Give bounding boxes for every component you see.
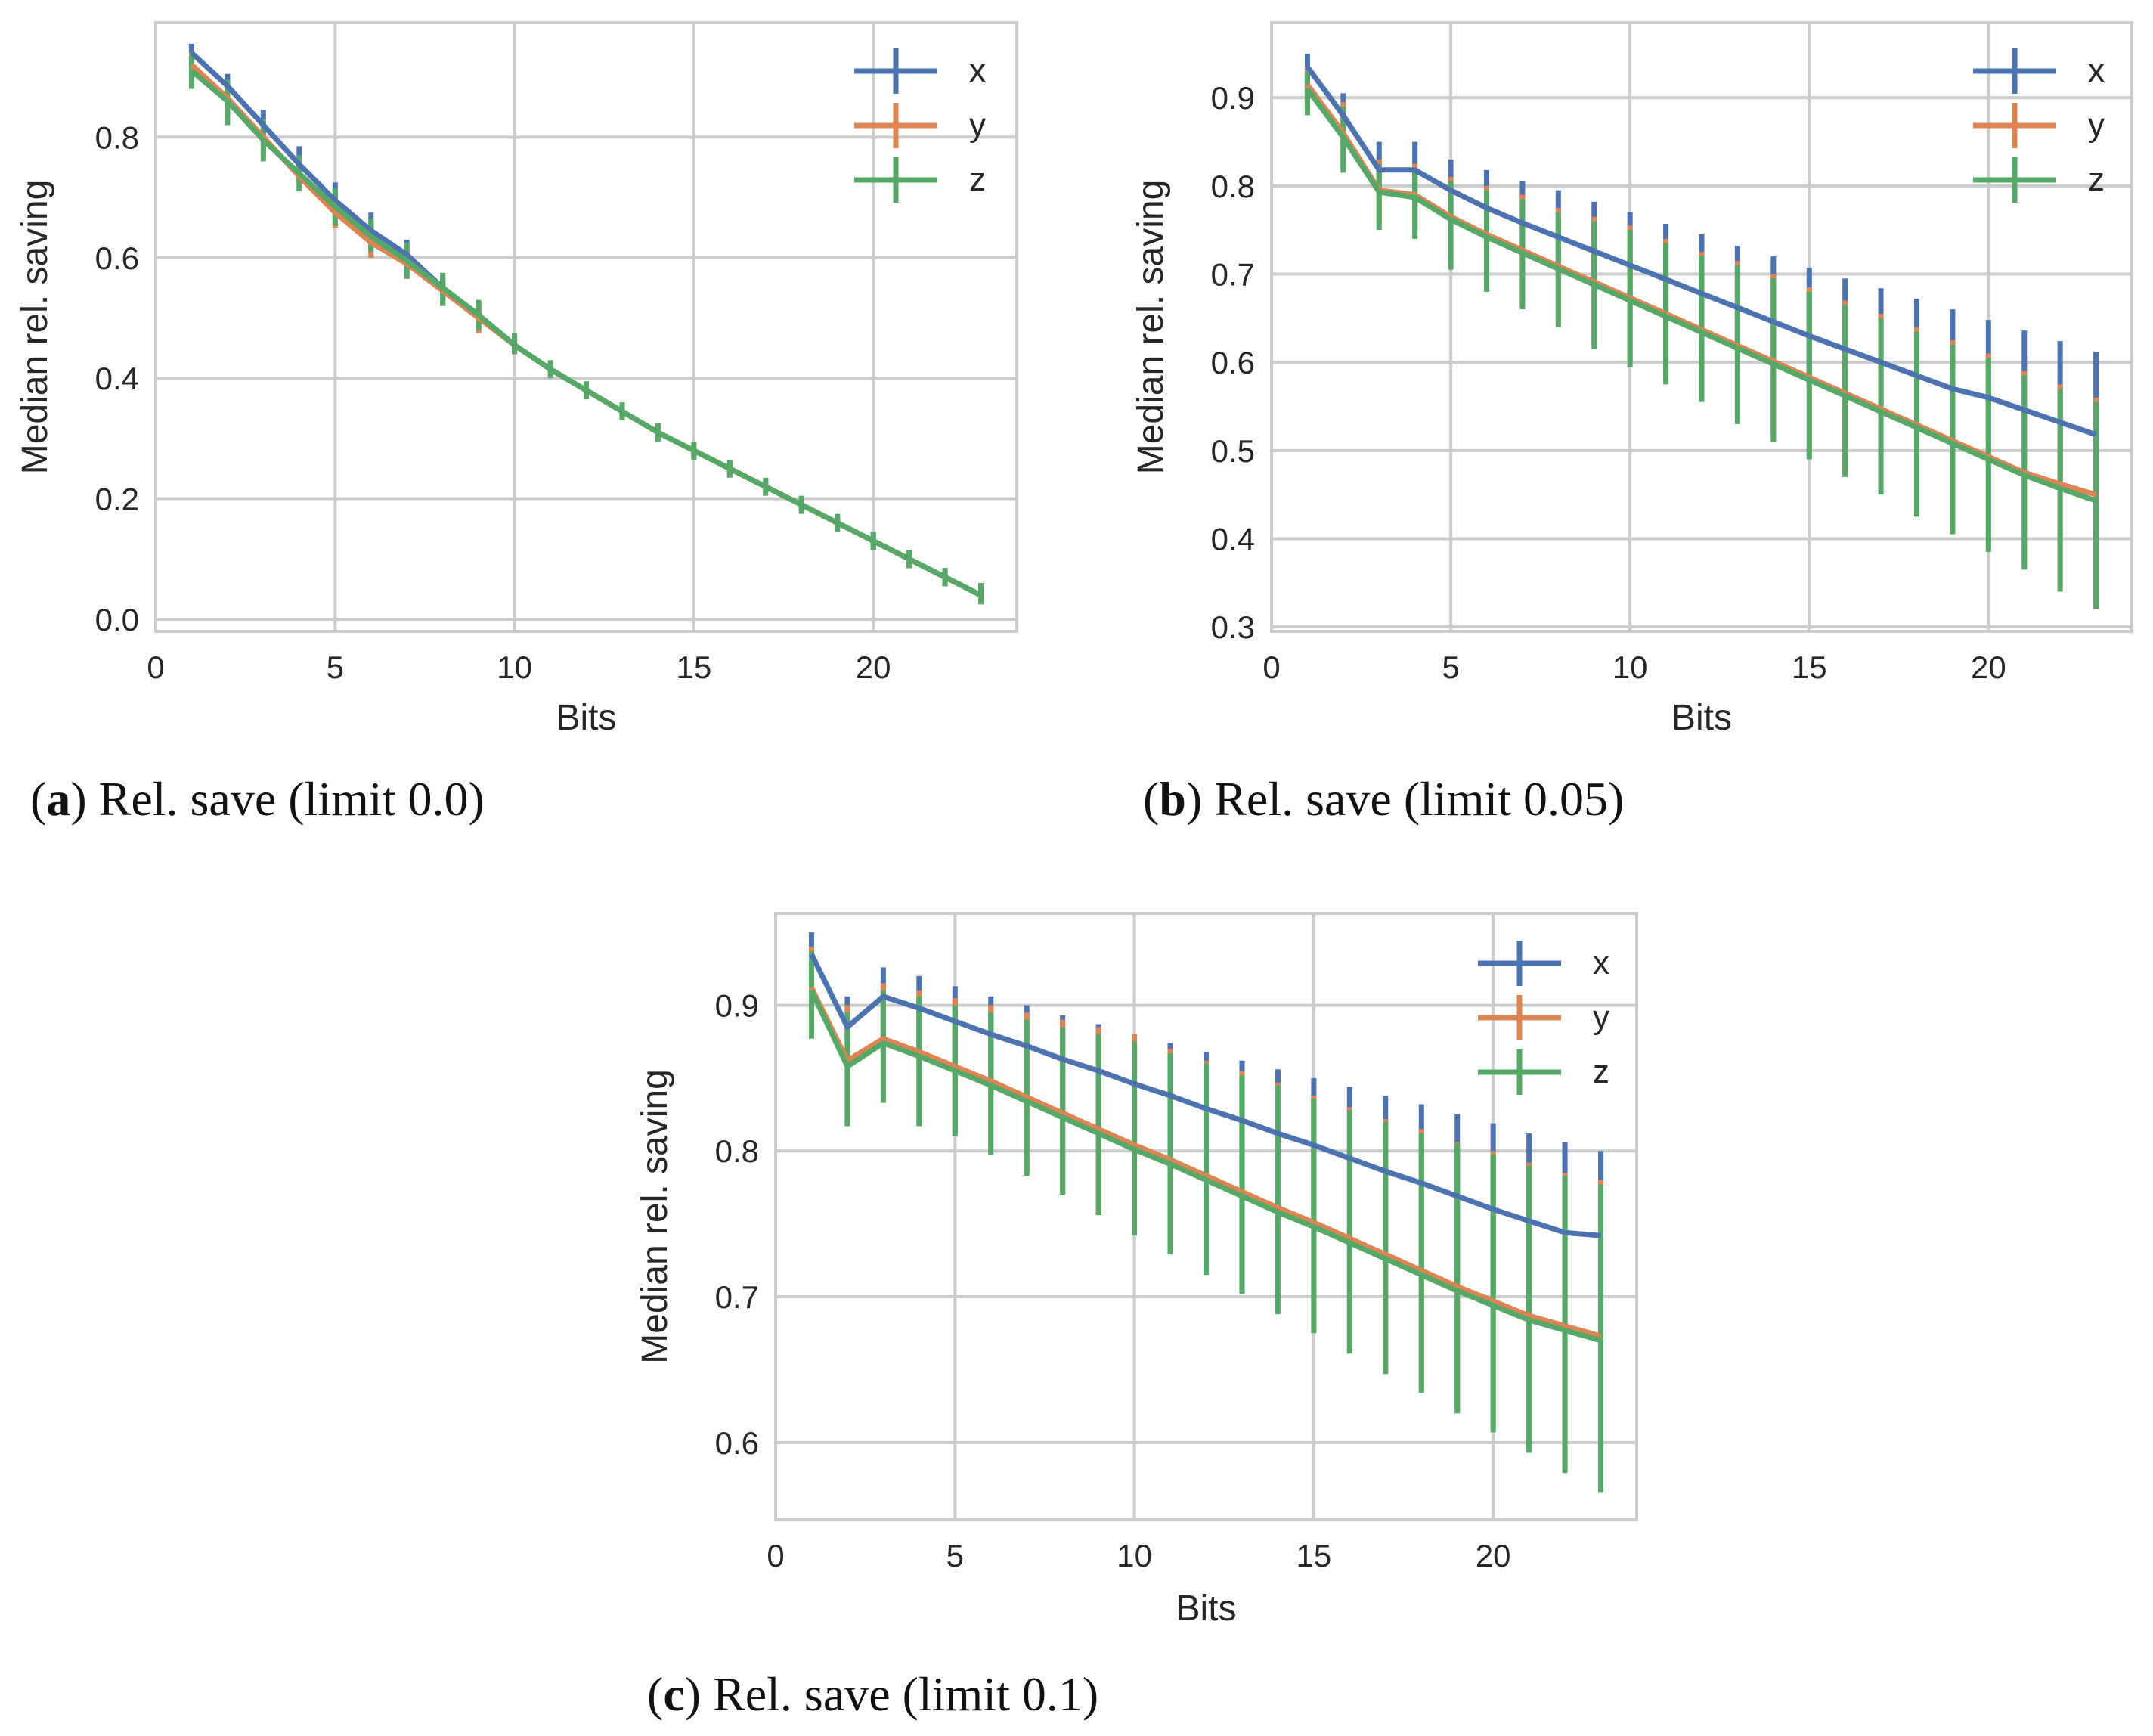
caption-c: (c) Rel. save (limit 0.1) xyxy=(647,1667,1098,1721)
x-tick-label: 0 xyxy=(147,649,164,685)
x-axis-label: Bits xyxy=(1176,1589,1236,1629)
caption-a-letter: a xyxy=(46,772,70,826)
figure: 0 5 10 15 20 0.0 0.2 0.4 0.6 0.8 Bits Median rel. s… xyxy=(0,0,2153,1736)
x-tick-label: 10 xyxy=(497,649,532,685)
y-tick-label: 0.9 xyxy=(715,987,759,1023)
x-tick-label: 20 xyxy=(1971,649,2006,685)
x-axis-label: Bits xyxy=(556,698,616,738)
legend-label: y xyxy=(969,107,986,144)
caption-b-letter: b xyxy=(1159,772,1186,826)
legend-label: x xyxy=(969,52,986,89)
x-tick-label: 5 xyxy=(1442,649,1459,685)
y-tick-label: 0.7 xyxy=(1211,257,1255,293)
x-tick-label: 5 xyxy=(327,649,344,685)
y-tick-label: 0.4 xyxy=(95,361,139,396)
y-tick-label: 0.8 xyxy=(95,119,139,155)
y-tick-label: 0.7 xyxy=(715,1279,759,1315)
y-tick-label: 0.6 xyxy=(95,240,139,276)
legend-label: x xyxy=(1593,944,1609,981)
caption-a: (a) Rel. save (limit 0.0) xyxy=(30,772,485,826)
y-tick-label: 0.6 xyxy=(715,1425,759,1461)
y-tick-label: 0.9 xyxy=(1211,80,1255,116)
x-tick-label: 5 xyxy=(946,1538,964,1573)
caption-b-text: Rel. save (limit 0.05) xyxy=(1214,772,1624,826)
y-tick-label: 0.4 xyxy=(1211,522,1255,557)
caption-a-text: Rel. save (limit 0.0) xyxy=(99,772,485,826)
legend-label: z xyxy=(1593,1053,1609,1090)
caption-b: (b) Rel. save (limit 0.05) xyxy=(1143,772,1624,826)
x-tick-label: 0 xyxy=(767,1538,784,1573)
y-tick-label: 0.6 xyxy=(1211,345,1255,380)
x-axis-label: Bits xyxy=(1671,698,1732,738)
x-tick-label: 10 xyxy=(1117,1538,1152,1573)
y-axis-label: Median rel. saving xyxy=(15,180,55,475)
caption-c-letter: c xyxy=(663,1667,684,1721)
panel-c: 0 5 10 15 20 0.6 0.7 0.8 0.9 Bits Median rel. savi… xyxy=(635,913,1637,1629)
y-axis-label: Median rel. saving xyxy=(1131,180,1171,475)
y-tick-label: 0.2 xyxy=(95,482,139,517)
legend-label: z xyxy=(2088,161,2105,198)
y-tick-label: 0.5 xyxy=(1211,433,1255,469)
y-tick-label: 0.0 xyxy=(95,602,139,637)
plot-area xyxy=(156,23,1017,631)
panel-b: 0 5 10 15 20 0.3 0.4 0.5 0.6 0.7 0.8 0.9 Bits Median … xyxy=(1131,23,2132,738)
x-tick-label: 20 xyxy=(1476,1538,1511,1573)
caption-c-text: Rel. save (limit 0.1) xyxy=(713,1667,1098,1721)
x-tick-label: 15 xyxy=(1296,1538,1332,1573)
x-tick-label: 10 xyxy=(1612,649,1648,685)
legend-label: z xyxy=(969,161,986,198)
x-tick-label: 0 xyxy=(1262,649,1280,685)
y-tick-label: 0.8 xyxy=(715,1133,759,1169)
legend-label: y xyxy=(1593,999,1609,1036)
legend-label: y xyxy=(2088,107,2105,144)
legend-label: x xyxy=(2088,52,2105,89)
y-axis-label: Median rel. saving xyxy=(635,1069,675,1364)
panel-a: 0 5 10 15 20 0.0 0.2 0.4 0.6 0.8 Bits Median rel. s… xyxy=(15,23,1017,738)
x-tick-label: 15 xyxy=(677,649,712,685)
x-tick-label: 20 xyxy=(856,649,891,685)
y-tick-label: 0.8 xyxy=(1211,169,1255,204)
x-tick-label: 15 xyxy=(1792,649,1827,685)
y-tick-label: 0.3 xyxy=(1211,609,1255,645)
